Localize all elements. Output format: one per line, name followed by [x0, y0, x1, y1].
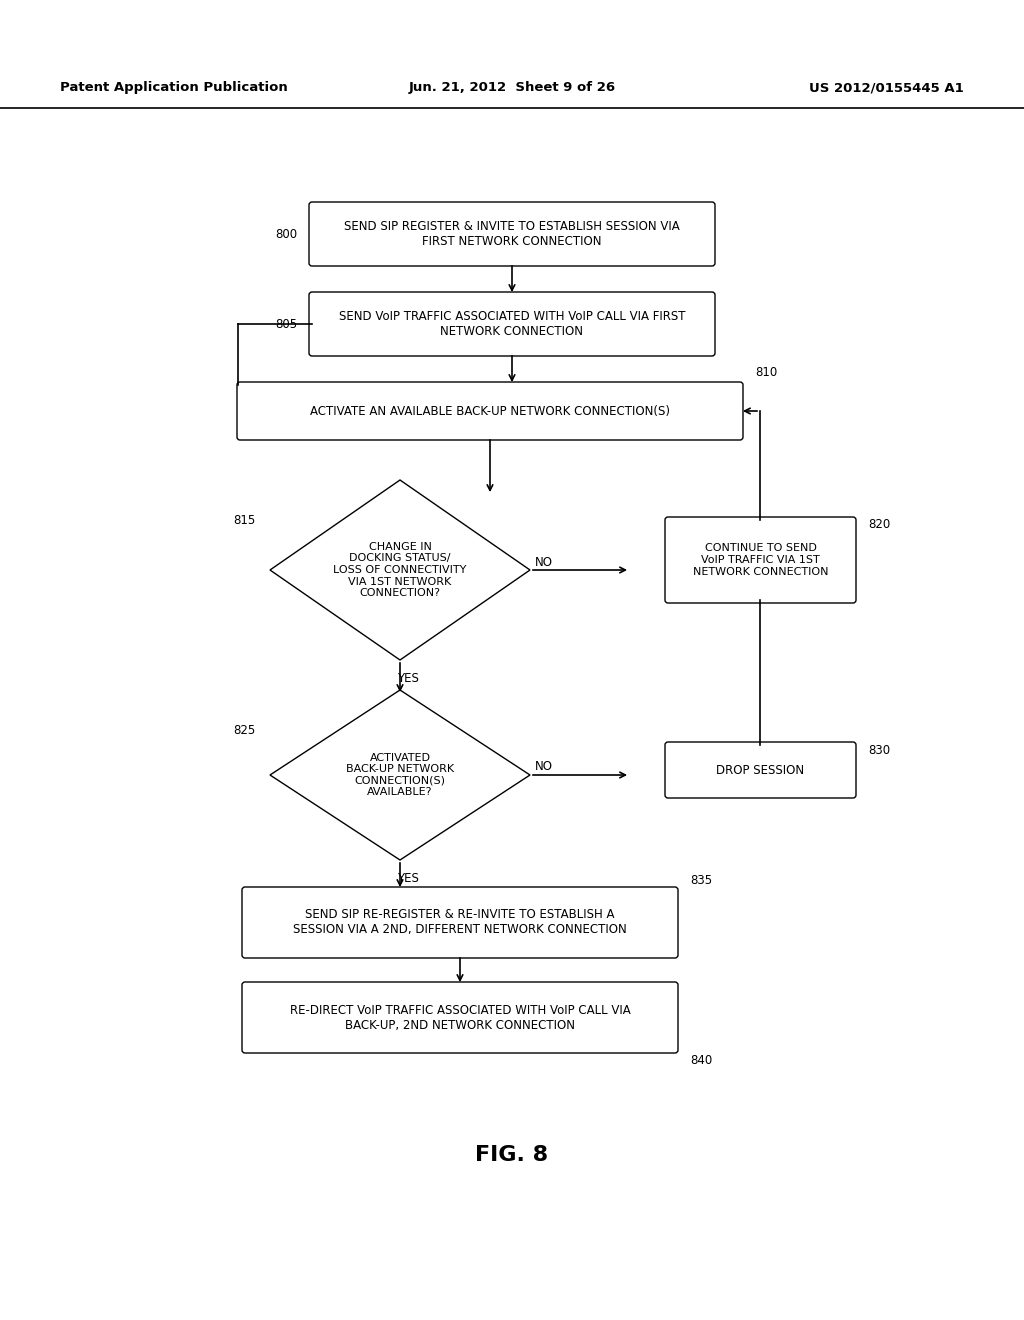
Text: ACTIVATE AN AVAILABLE BACK-UP NETWORK CONNECTION(S): ACTIVATE AN AVAILABLE BACK-UP NETWORK CO… [310, 404, 670, 417]
FancyBboxPatch shape [665, 517, 856, 603]
Text: SEND VoIP TRAFFIC ASSOCIATED WITH VoIP CALL VIA FIRST
NETWORK CONNECTION: SEND VoIP TRAFFIC ASSOCIATED WITH VoIP C… [339, 310, 685, 338]
Text: SEND SIP RE-REGISTER & RE-INVITE TO ESTABLISH A
SESSION VIA A 2ND, DIFFERENT NET: SEND SIP RE-REGISTER & RE-INVITE TO ESTA… [293, 908, 627, 936]
FancyBboxPatch shape [309, 292, 715, 356]
Text: CHANGE IN
DOCKING STATUS/
LOSS OF CONNECTIVITY
VIA 1ST NETWORK
CONNECTION?: CHANGE IN DOCKING STATUS/ LOSS OF CONNEC… [334, 541, 467, 598]
Text: US 2012/0155445 A1: US 2012/0155445 A1 [809, 82, 964, 95]
Text: 810: 810 [755, 367, 777, 380]
FancyBboxPatch shape [242, 887, 678, 958]
Polygon shape [270, 690, 530, 861]
FancyBboxPatch shape [242, 982, 678, 1053]
Text: Jun. 21, 2012  Sheet 9 of 26: Jun. 21, 2012 Sheet 9 of 26 [409, 82, 615, 95]
Text: Patent Application Publication: Patent Application Publication [60, 82, 288, 95]
Text: YES: YES [397, 871, 419, 884]
Text: 805: 805 [274, 318, 297, 330]
Text: YES: YES [397, 672, 419, 685]
Text: 835: 835 [690, 874, 712, 887]
Text: CONTINUE TO SEND
VoIP TRAFFIC VIA 1ST
NETWORK CONNECTION: CONTINUE TO SEND VoIP TRAFFIC VIA 1ST NE… [693, 544, 828, 577]
Polygon shape [270, 480, 530, 660]
Text: NO: NO [535, 760, 553, 774]
Text: 820: 820 [868, 519, 890, 532]
Text: 830: 830 [868, 743, 890, 756]
FancyBboxPatch shape [237, 381, 743, 440]
Text: ACTIVATED
BACK-UP NETWORK
CONNECTION(S)
AVAILABLE?: ACTIVATED BACK-UP NETWORK CONNECTION(S) … [346, 752, 454, 797]
FancyBboxPatch shape [665, 742, 856, 799]
Text: 840: 840 [690, 1053, 713, 1067]
Text: 800: 800 [274, 227, 297, 240]
Text: 825: 825 [232, 723, 255, 737]
Text: DROP SESSION: DROP SESSION [717, 763, 805, 776]
Text: NO: NO [535, 556, 553, 569]
FancyBboxPatch shape [309, 202, 715, 267]
Text: FIG. 8: FIG. 8 [475, 1144, 549, 1166]
Text: 815: 815 [232, 513, 255, 527]
Text: RE-DIRECT VoIP TRAFFIC ASSOCIATED WITH VoIP CALL VIA
BACK-UP, 2ND NETWORK CONNEC: RE-DIRECT VoIP TRAFFIC ASSOCIATED WITH V… [290, 1003, 631, 1031]
Text: SEND SIP REGISTER & INVITE TO ESTABLISH SESSION VIA
FIRST NETWORK CONNECTION: SEND SIP REGISTER & INVITE TO ESTABLISH … [344, 220, 680, 248]
